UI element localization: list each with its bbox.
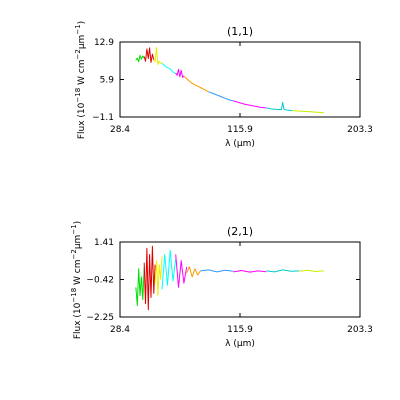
- panel-1-series-layer: [135, 46, 324, 114]
- panel-2-xtick-label-1: 115.9: [227, 325, 253, 335]
- panel-2-ylabel-mid: W cm: [73, 260, 83, 288]
- panel-2-series-line-8: [266, 269, 300, 273]
- panel-1-ylabel-main: Flux (10: [77, 102, 87, 139]
- panel-1-series-line-9: [292, 110, 324, 114]
- panel-2-ytick-label-2: 1.41: [94, 238, 114, 248]
- panel-1-series-line-4: [175, 68, 185, 78]
- panel-1-series-line-7: [233, 100, 267, 109]
- panel-1-ytick-label-1: 5.9: [100, 76, 115, 86]
- panel-2-ylabel-close: ): [73, 221, 83, 225]
- panel-2-ylabel-exp2: −2: [70, 249, 78, 259]
- panel-1-ylabel-unit: μm: [77, 35, 87, 50]
- panel-2-series-line-2: [154, 256, 163, 296]
- panel-2-ylabel-unit: μm: [73, 235, 83, 250]
- panel-1-y-axis-title: Flux (10−18 W cm−2μm−1): [74, 21, 87, 139]
- panel-1-series-line-0: [135, 54, 145, 63]
- panel-1-series-line-3: [161, 63, 176, 75]
- panel-1-series-line-6: [208, 91, 234, 102]
- panel-1-ylabel-mid: W cm: [77, 60, 87, 88]
- panel-1-xtick-label-1: 115.9: [227, 125, 253, 135]
- panel-2-xtick-label-0: 28.4: [110, 325, 130, 335]
- panel-1-ylabel-close: ): [77, 21, 87, 25]
- panel-2-ytick-label-1: −0.42: [86, 276, 114, 286]
- panel-2-series-line-7: [233, 270, 267, 273]
- panel-2-series-line-3: [161, 249, 177, 290]
- panel-2-ylabel-exp1: −18: [70, 288, 78, 303]
- panel-1-x-axis-title: λ (μm): [225, 139, 255, 149]
- panel-1-ylabel-exp3: −1: [74, 24, 82, 34]
- panel-2-series-line-1: [143, 245, 156, 311]
- panel-2-y-axis-title: Flux (10−18 W cm−2μm−1): [70, 221, 83, 339]
- panel-1: (1,1) 28.4 115.9 203.3 −1.1 5.9 12.9 λ (…: [74, 21, 373, 149]
- panel-1-series-line-8: [266, 102, 293, 112]
- panel-2-plot-frame: [119, 241, 361, 318]
- panel-1-ytick-label-0: −1.1: [92, 113, 114, 123]
- panel-2-xtick-label-2: 203.3: [347, 325, 373, 335]
- panel-2-x-axis-title: λ (μm): [225, 339, 255, 349]
- panel-2: (2,1) 28.4 115.9 203.3 −2.25 −0.42 1.41 …: [70, 221, 373, 349]
- panel-1-ylabel-exp1: −18: [74, 88, 82, 103]
- panel-2-series-line-5: [186, 266, 201, 278]
- panel-1-title: (1,1): [227, 25, 253, 38]
- panel-2-ylabel-main: Flux (10: [73, 302, 83, 339]
- panel-2-series-layer: [135, 245, 324, 311]
- panel-2-series-line-4: [175, 254, 188, 288]
- panel-1-series-line-1: [143, 47, 155, 63]
- panel-2-series-line-6: [200, 269, 234, 273]
- panel-1-ytick-label-2: 12.9: [94, 38, 114, 48]
- panel-1-series-line-5: [183, 75, 209, 93]
- panel-2-ytick-label-0: −2.25: [86, 313, 114, 323]
- panel-1-ylabel-exp2: −2: [74, 49, 82, 59]
- panel-1-series-line-2: [153, 46, 163, 65]
- panel-1-xtick-label-2: 203.3: [347, 125, 373, 135]
- panel-2-series-line-0: [135, 266, 145, 307]
- panel-2-title: (2,1): [227, 225, 253, 238]
- panel-2-ylabel-exp3: −1: [70, 224, 78, 234]
- panel-1-xtick-label-0: 28.4: [110, 125, 130, 135]
- panel-2-series-line-9: [299, 269, 324, 272]
